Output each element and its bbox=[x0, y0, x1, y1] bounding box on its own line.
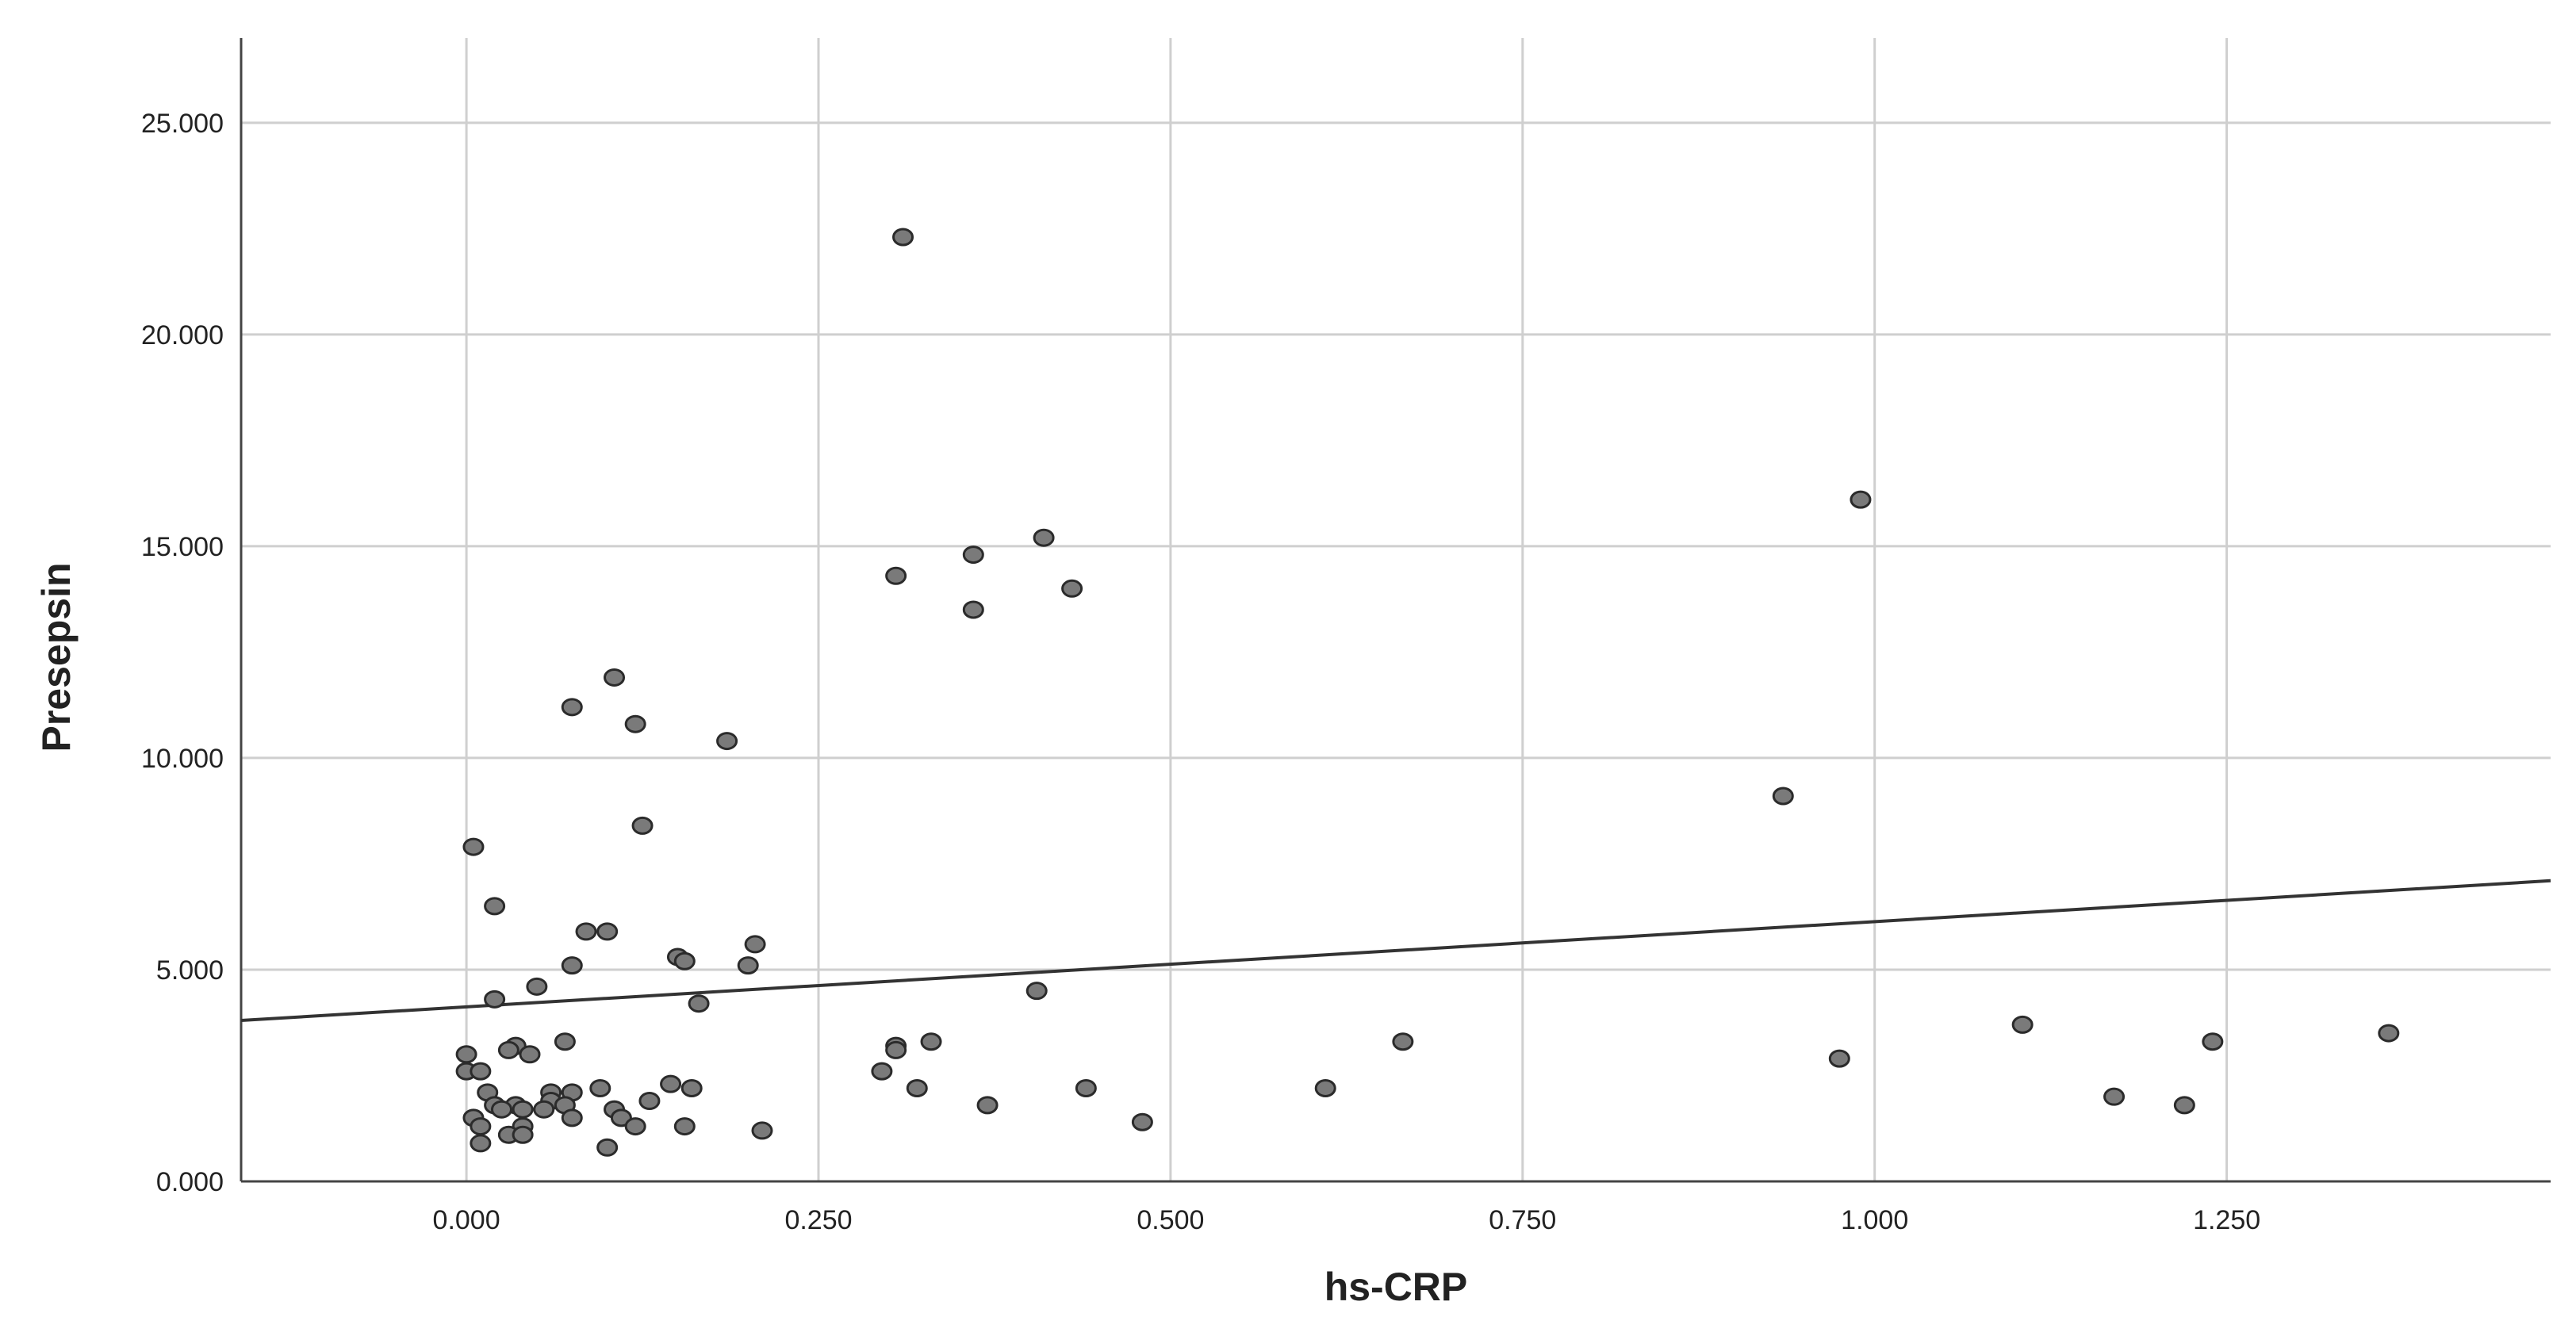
data-point bbox=[470, 1062, 492, 1081]
data-point bbox=[737, 956, 759, 975]
y-tick-label: 15.000 bbox=[141, 532, 224, 562]
data-point bbox=[604, 668, 626, 687]
data-point bbox=[1061, 579, 1083, 598]
y-tick-label: 25.000 bbox=[141, 109, 224, 139]
data-point bbox=[885, 566, 907, 585]
data-point bbox=[497, 1040, 519, 1059]
data-point bbox=[673, 1117, 696, 1136]
data-point bbox=[484, 897, 506, 916]
data-point bbox=[716, 732, 738, 751]
data-point bbox=[2103, 1087, 2126, 1106]
data-point bbox=[920, 1032, 942, 1051]
data-point bbox=[589, 1079, 611, 1098]
data-point bbox=[1772, 787, 1794, 806]
data-point bbox=[1025, 982, 1048, 1001]
data-point bbox=[455, 1045, 477, 1064]
data-point bbox=[561, 1108, 583, 1127]
data-point bbox=[596, 922, 619, 941]
data-point bbox=[470, 1134, 492, 1153]
x-axis-title: hs-CRP bbox=[1324, 1265, 1468, 1309]
x-tick-label: 1.000 bbox=[1841, 1205, 1908, 1235]
data-point bbox=[1075, 1079, 1097, 1098]
data-point bbox=[688, 994, 710, 1013]
data-point bbox=[512, 1100, 534, 1119]
x-tick-label: 0.750 bbox=[1489, 1205, 1556, 1235]
data-point bbox=[1131, 1112, 1153, 1131]
data-point bbox=[526, 977, 548, 996]
data-point bbox=[1314, 1079, 1336, 1098]
data-point bbox=[871, 1062, 893, 1081]
data-point bbox=[624, 714, 646, 733]
data-point bbox=[533, 1100, 555, 1119]
axes bbox=[240, 38, 2551, 1183]
y-tick-label: 10.000 bbox=[141, 744, 224, 774]
data-point bbox=[673, 951, 696, 970]
x-tick-label: 1.250 bbox=[2193, 1205, 2260, 1235]
data-point bbox=[624, 1117, 646, 1136]
data-point bbox=[512, 1125, 534, 1144]
data-point bbox=[680, 1079, 703, 1098]
y-tick-label: 5.000 bbox=[156, 955, 224, 986]
data-point bbox=[519, 1045, 541, 1064]
data-point bbox=[2202, 1032, 2224, 1051]
data-point bbox=[554, 1032, 576, 1051]
y-axis-title: Presepsin bbox=[34, 562, 79, 752]
data-point bbox=[976, 1096, 999, 1115]
data-point bbox=[906, 1079, 928, 1098]
data-point bbox=[575, 922, 597, 941]
data-point bbox=[962, 546, 984, 565]
data-point bbox=[660, 1074, 682, 1093]
data-point bbox=[2011, 1015, 2034, 1034]
data-point bbox=[1033, 528, 1055, 547]
data-point bbox=[490, 1100, 512, 1119]
data-point bbox=[962, 600, 984, 619]
fit-line bbox=[240, 879, 2551, 1023]
y-tick-label: 20.000 bbox=[141, 320, 224, 350]
fit-line-layer bbox=[240, 879, 2551, 1023]
data-point bbox=[892, 228, 914, 247]
data-point bbox=[2378, 1024, 2400, 1043]
y-tick-label: 0.000 bbox=[156, 1167, 224, 1197]
data-points bbox=[455, 228, 2400, 1157]
x-tick-label: 0.250 bbox=[784, 1205, 852, 1235]
data-point bbox=[631, 816, 654, 835]
x-tick-label: 0.000 bbox=[433, 1205, 500, 1235]
data-point bbox=[751, 1121, 773, 1140]
data-point bbox=[2173, 1096, 2195, 1115]
data-point bbox=[561, 698, 583, 717]
x-tick-label: 0.500 bbox=[1137, 1205, 1204, 1235]
data-point bbox=[1850, 490, 1872, 509]
tick-labels: 0.000 0.250 0.500 0.750 1.000 1.250 0.000 5.000… bbox=[141, 109, 2260, 1235]
data-point bbox=[1828, 1049, 1850, 1068]
data-point bbox=[462, 837, 485, 856]
data-point bbox=[484, 990, 506, 1009]
data-point bbox=[470, 1117, 492, 1136]
grid bbox=[241, 38, 2551, 1181]
data-point bbox=[561, 956, 583, 975]
data-point bbox=[596, 1138, 619, 1157]
data-point bbox=[885, 1040, 907, 1059]
data-point bbox=[1392, 1032, 1414, 1051]
data-point bbox=[744, 935, 766, 954]
data-point bbox=[638, 1092, 661, 1111]
